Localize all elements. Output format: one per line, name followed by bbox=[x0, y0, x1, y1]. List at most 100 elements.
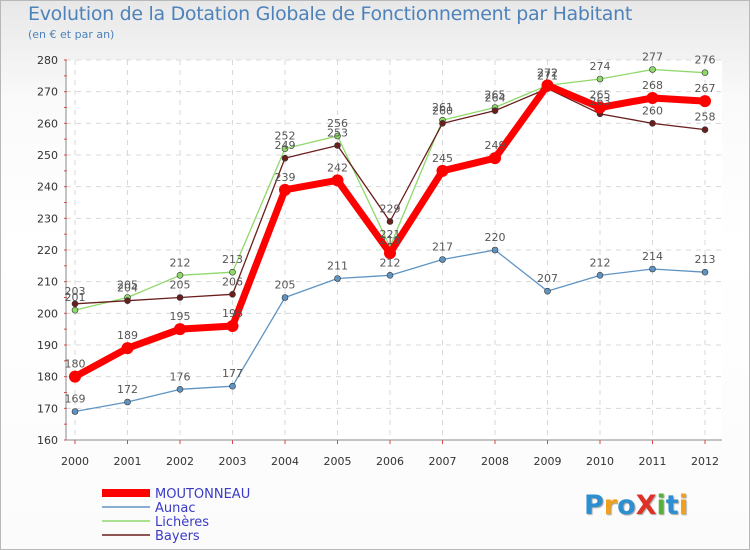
logo-letter: r bbox=[603, 490, 618, 521]
data-point bbox=[229, 291, 236, 298]
data-point bbox=[386, 218, 394, 225]
data-point bbox=[229, 268, 236, 276]
data-label: 265 bbox=[485, 89, 506, 102]
data-label: 220 bbox=[485, 231, 506, 244]
y-tick-label: 220 bbox=[37, 244, 58, 257]
data-point bbox=[596, 272, 604, 279]
data-label: 180 bbox=[65, 358, 86, 371]
y-tick-label: 170 bbox=[37, 402, 58, 415]
data-label: 211 bbox=[327, 260, 348, 273]
data-point bbox=[124, 398, 131, 406]
data-point bbox=[334, 142, 341, 149]
y-tick-label: 160 bbox=[37, 434, 58, 447]
data-point bbox=[544, 287, 551, 295]
x-tick-label: 2004 bbox=[271, 455, 299, 468]
data-label: 274 bbox=[590, 60, 611, 73]
data-point bbox=[489, 152, 501, 165]
y-tick-label: 190 bbox=[37, 339, 58, 352]
data-point bbox=[124, 297, 131, 304]
y-tick-label: 230 bbox=[37, 212, 58, 225]
data-label: 263 bbox=[590, 95, 611, 108]
x-tick-label: 2002 bbox=[166, 455, 194, 468]
data-point bbox=[334, 132, 341, 140]
chart-subtitle: (en € et par an) bbox=[28, 28, 115, 41]
data-label: 258 bbox=[695, 111, 716, 124]
data-label: 267 bbox=[695, 82, 716, 95]
data-point bbox=[386, 272, 394, 279]
data-point bbox=[491, 246, 499, 254]
data-label: 212 bbox=[170, 256, 191, 269]
legend-label: Aunac bbox=[155, 501, 196, 516]
data-point bbox=[281, 145, 289, 152]
data-point bbox=[69, 370, 81, 383]
data-label: 214 bbox=[642, 250, 663, 263]
data-point bbox=[596, 75, 604, 83]
data-label: 265 bbox=[590, 89, 611, 102]
data-label: 205 bbox=[117, 279, 138, 292]
data-label: 189 bbox=[117, 329, 138, 342]
legend-label: MOUTONNEAU bbox=[155, 487, 250, 502]
data-label: 176 bbox=[170, 370, 191, 383]
data-label: 253 bbox=[327, 127, 348, 140]
logo-letter: i bbox=[656, 490, 666, 521]
data-point bbox=[229, 382, 236, 390]
data-label: 276 bbox=[695, 54, 716, 67]
data-label: 169 bbox=[65, 393, 86, 406]
data-label: 249 bbox=[275, 139, 296, 152]
data-label: 177 bbox=[222, 367, 243, 380]
data-label: 268 bbox=[642, 79, 663, 92]
y-tick-label: 240 bbox=[37, 181, 58, 194]
chart-title: Evolution de la Dotation Globale de Fonc… bbox=[28, 3, 633, 25]
data-point bbox=[439, 256, 446, 263]
data-point bbox=[491, 107, 499, 114]
y-tick-label: 270 bbox=[37, 86, 58, 99]
data-label: 195 bbox=[170, 310, 191, 323]
data-label: 204 bbox=[117, 282, 138, 295]
data-point bbox=[121, 342, 134, 355]
legend-label: Lichères bbox=[155, 515, 209, 530]
data-point bbox=[71, 300, 79, 308]
logo-letter: o bbox=[617, 490, 636, 521]
data-point bbox=[281, 154, 289, 162]
x-tick-label: 2001 bbox=[114, 455, 142, 468]
data-point bbox=[699, 95, 711, 108]
data-point bbox=[71, 306, 79, 314]
x-tick-label: 2011 bbox=[639, 455, 667, 468]
data-point bbox=[701, 69, 709, 76]
data-point bbox=[71, 408, 79, 415]
y-tick-label: 260 bbox=[37, 117, 58, 130]
x-tick-label: 2007 bbox=[429, 455, 457, 468]
data-label: 272 bbox=[537, 66, 558, 79]
data-label: 217 bbox=[432, 241, 453, 254]
data-label: 271 bbox=[537, 70, 558, 83]
data-point bbox=[594, 101, 606, 114]
proxiti-logo[interactable]: ProXiti bbox=[584, 490, 688, 521]
data-point bbox=[176, 294, 184, 301]
data-label: 277 bbox=[642, 51, 663, 64]
y-tick-label: 200 bbox=[37, 307, 58, 320]
data-point bbox=[541, 79, 554, 92]
data-label: 201 bbox=[65, 291, 86, 304]
x-tick-label: 2010 bbox=[586, 455, 614, 468]
data-label: 260 bbox=[642, 104, 663, 117]
y-tick-label: 210 bbox=[37, 276, 58, 289]
data-point bbox=[176, 386, 184, 393]
x-tick-label: 2012 bbox=[691, 455, 719, 468]
data-label: 196 bbox=[222, 307, 243, 320]
logo-letter: X bbox=[635, 490, 657, 521]
x-tick-label: 2009 bbox=[534, 455, 562, 468]
data-label: 260 bbox=[432, 104, 453, 117]
data-point bbox=[281, 294, 289, 301]
data-point bbox=[701, 126, 709, 133]
data-label: 261 bbox=[432, 101, 453, 114]
data-point bbox=[701, 268, 709, 276]
logo-letter: i bbox=[678, 490, 688, 521]
data-label: 207 bbox=[537, 272, 558, 285]
data-point bbox=[174, 323, 186, 336]
x-tick-label: 2003 bbox=[219, 455, 247, 468]
data-point bbox=[646, 92, 659, 104]
data-point bbox=[649, 265, 656, 273]
data-label: 239 bbox=[275, 171, 296, 184]
data-label: 203 bbox=[65, 285, 86, 298]
